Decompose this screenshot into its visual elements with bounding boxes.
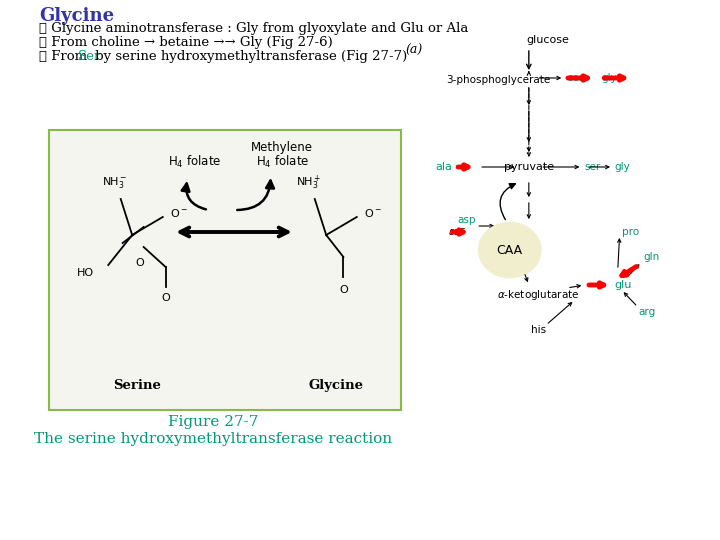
Text: Methylene: Methylene (251, 140, 313, 153)
Text: Glycine: Glycine (40, 7, 114, 25)
Text: $\varepsilon$s$^-$: $\varepsilon$s$^-$ (448, 226, 467, 238)
Text: Ser: Ser (78, 50, 101, 63)
Text: arg: arg (639, 307, 656, 317)
Text: O$^-$: O$^-$ (171, 207, 189, 219)
Text: gln: gln (644, 252, 660, 262)
Text: O$^-$: O$^-$ (364, 207, 382, 219)
Text: ala: ala (436, 162, 452, 172)
Bar (49, 130, 401, 410)
Ellipse shape (479, 222, 541, 278)
Text: Figure 27-7: Figure 27-7 (168, 415, 258, 429)
Text: $\alpha$-ketoglutarate: $\alpha$-ketoglutarate (498, 288, 580, 302)
FancyArrowPatch shape (181, 184, 206, 210)
Text: ① Glycine aminotransferase : Gly from glyoxylate and Glu or Ala: ① Glycine aminotransferase : Gly from gl… (40, 22, 469, 35)
FancyArrowPatch shape (237, 180, 274, 210)
Text: Glycine: Glycine (308, 379, 364, 392)
Text: ③ From: ③ From (40, 50, 92, 63)
Text: O: O (339, 285, 348, 295)
Text: ser: ser (567, 73, 583, 83)
Text: HO: HO (77, 268, 94, 278)
Text: Serine: Serine (113, 379, 161, 392)
Text: H$_4$ folate: H$_4$ folate (256, 154, 309, 170)
Text: ② From choline → betaine →→ Gly (Fig 27-6): ② From choline → betaine →→ Gly (Fig 27-… (40, 36, 333, 49)
Text: his: his (531, 325, 546, 335)
Text: The serine hydroxymethyltransferase reaction: The serine hydroxymethyltransferase reac… (35, 432, 392, 446)
Text: H$_4$ folate: H$_4$ folate (168, 154, 221, 170)
Text: CAA: CAA (497, 244, 523, 256)
Text: glu: glu (615, 280, 632, 290)
Text: ser: ser (584, 162, 600, 172)
Text: glucose: glucose (526, 35, 570, 45)
Text: pyruvate: pyruvate (504, 162, 554, 172)
Text: gly: gly (601, 73, 617, 83)
Text: gly: gly (615, 162, 631, 172)
Text: (a): (a) (405, 44, 423, 57)
Text: O: O (135, 258, 144, 268)
Text: 3-phosphoglycerate: 3-phosphoglycerate (446, 75, 550, 85)
Text: NH$_3^-$: NH$_3^-$ (102, 176, 127, 191)
FancyArrowPatch shape (500, 184, 516, 220)
Text: NH$_3^+$: NH$_3^+$ (296, 174, 322, 192)
Text: O: O (161, 293, 170, 303)
Text: by serine hydroxymethyltransferase (Fig 27-7): by serine hydroxymethyltransferase (Fig … (91, 50, 408, 63)
Text: asp: asp (457, 215, 476, 225)
Text: pro: pro (621, 227, 639, 237)
